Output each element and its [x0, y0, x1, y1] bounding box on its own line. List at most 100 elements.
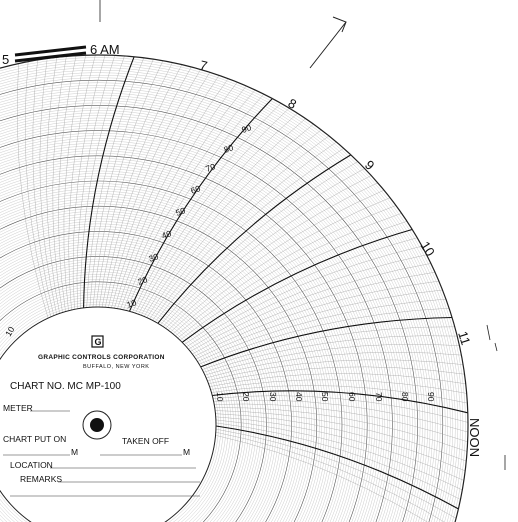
grid-circle [0, 100, 423, 522]
minor-time-line [212, 395, 468, 423]
hour-lines [83, 56, 468, 510]
minor-time-line [132, 103, 281, 313]
minor-time-line [179, 221, 407, 341]
grid-circle [0, 107, 416, 522]
h-tick-30: 30 [268, 392, 278, 402]
grid-circle [0, 110, 413, 522]
minor-time-line [172, 197, 391, 335]
minor-time-line [120, 85, 247, 310]
minor-time-line [141, 118, 306, 316]
grid-circle [0, 221, 302, 522]
remarks-label: REMARKS [20, 474, 62, 484]
grid-circle [0, 238, 285, 522]
grid-circle [0, 57, 466, 522]
grid-circle [0, 173, 350, 522]
minor-time-line [162, 168, 365, 327]
grid-circle [0, 301, 222, 522]
grid-circle [0, 279, 244, 522]
grid-circle [0, 216, 307, 522]
grid-circle [0, 170, 353, 522]
minor-time-line [105, 69, 201, 308]
hour-label-11: 11 [455, 329, 473, 346]
minor-time-line [188, 254, 427, 350]
grid-circle [0, 127, 396, 522]
grid-circle [0, 120, 403, 522]
radial-tick-60: 60 [189, 183, 202, 196]
radial-tick-10: 10 [125, 297, 138, 310]
grid-circle [0, 304, 219, 522]
minor-time-line [209, 373, 466, 387]
minor-time-line [135, 108, 290, 314]
grid-circle [0, 195, 328, 522]
minor-time-line [195, 289, 443, 360]
grid-circle [0, 140, 383, 522]
h-tick-90: 90 [426, 392, 436, 402]
minor-time-line [215, 422, 461, 500]
grid-circle [0, 153, 370, 522]
minor-time-line [68, 55, 96, 311]
chart-put-on-label: CHART PUT ON [3, 434, 66, 444]
grid-circle [0, 150, 373, 522]
hour-line [212, 390, 468, 414]
minor-time-line [76, 55, 115, 309]
minor-time-line [215, 410, 467, 462]
grid-circle [0, 92, 431, 522]
chart-grid [0, 55, 468, 522]
hour-label-6am: 6 AM [90, 42, 120, 57]
outer-ring [0, 54, 469, 522]
right-tick-1 [486, 324, 491, 341]
grid-circle [0, 183, 340, 522]
grid-circle [0, 223, 300, 522]
minor-time-line [211, 385, 468, 404]
grid-circle [0, 264, 259, 522]
minor-time-line [72, 55, 106, 310]
grid-circle [0, 168, 355, 522]
radial-scale: 10 20 30 40 50 60 70 80 90 [125, 122, 253, 310]
hour-label-8: 8 [286, 95, 299, 112]
grid-circle [0, 125, 398, 522]
minor-time-line [138, 113, 298, 315]
hour-line [157, 154, 352, 324]
grid-circle [0, 213, 310, 522]
minor-time-line [25, 61, 52, 317]
grid-circle [0, 190, 333, 522]
h-tick-40: 40 [294, 392, 304, 402]
minor-time-line [206, 352, 462, 379]
grid-circle [0, 241, 282, 522]
logo-letter: G [95, 337, 102, 347]
grid-circle [0, 122, 401, 522]
pointer-mark [309, 21, 347, 69]
minor-time-line [215, 432, 454, 522]
margin-marks [99, 0, 506, 470]
minor-time-line [52, 56, 67, 313]
h-tick-50: 50 [320, 392, 330, 402]
minor-time-line [39, 58, 57, 315]
grid-circle [0, 75, 448, 522]
radial-tick-70: 70 [204, 161, 217, 174]
grid-circle [0, 59, 464, 522]
minor-time-line [208, 366, 465, 384]
grid-circle [0, 67, 456, 522]
minor-time-line [126, 94, 264, 311]
minor-time-line [123, 89, 256, 310]
grid-circle [0, 155, 368, 522]
grid-circle [0, 256, 267, 522]
radial-tick-90: 90 [240, 122, 253, 135]
minor-time-line [215, 416, 464, 481]
hour-line [83, 56, 135, 308]
taken-off-m: M [183, 447, 190, 457]
put-on-m: M [71, 447, 78, 457]
company-name: GRAPHIC CONTROLS CORPORATION [38, 354, 165, 361]
center-pin [90, 418, 104, 432]
minor-time-line [98, 64, 183, 308]
h-tick-60: 60 [347, 392, 357, 402]
minor-time-line [86, 57, 144, 308]
minor-time-line [80, 55, 125, 309]
grid-circle [0, 188, 335, 522]
grid-circle [0, 115, 408, 522]
grid-circle [0, 72, 451, 522]
minor-time-line [213, 399, 468, 433]
minor-time-line [184, 237, 418, 345]
minor-time-line [204, 344, 460, 376]
